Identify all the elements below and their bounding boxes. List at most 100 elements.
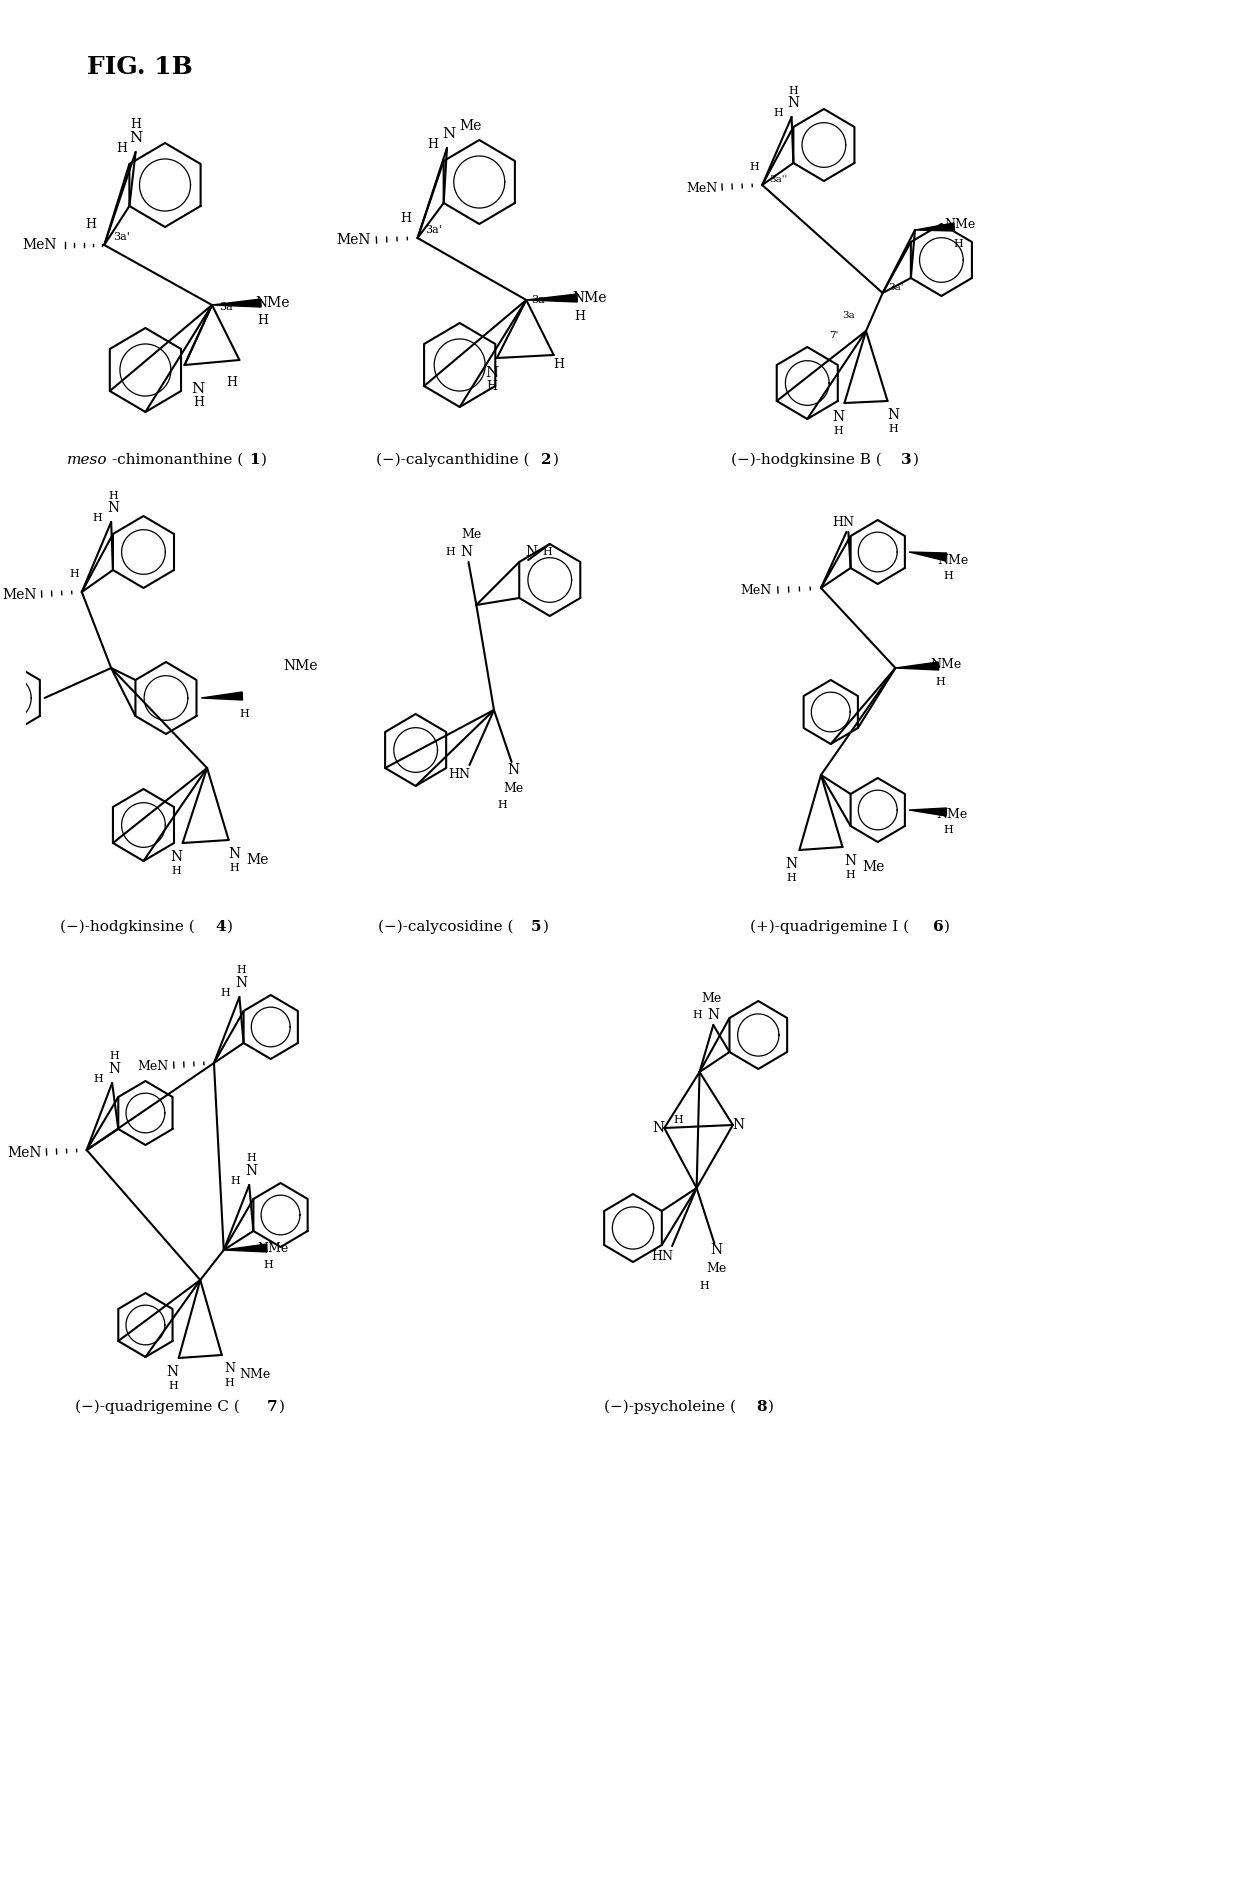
Text: MeN: MeN <box>740 585 773 598</box>
Text: H: H <box>69 570 79 579</box>
Text: ): ) <box>553 453 559 466</box>
Text: ): ) <box>227 921 233 934</box>
Text: MeN: MeN <box>7 1145 42 1161</box>
Text: NMe: NMe <box>936 808 967 821</box>
Text: H: H <box>231 1176 241 1187</box>
Text: N: N <box>166 1364 179 1379</box>
Text: H: H <box>109 1051 119 1060</box>
Text: N: N <box>844 855 857 868</box>
Text: NMe: NMe <box>239 1368 270 1381</box>
Text: H: H <box>224 1378 234 1389</box>
Text: MeN: MeN <box>138 1059 169 1072</box>
Text: H: H <box>786 874 796 883</box>
Text: H: H <box>108 491 118 502</box>
Text: H: H <box>93 1074 103 1083</box>
Text: H: H <box>445 547 455 557</box>
Text: Me: Me <box>461 528 481 542</box>
Text: N: N <box>192 381 205 396</box>
Text: H: H <box>428 138 439 151</box>
Text: H: H <box>935 677 945 687</box>
Text: H: H <box>93 513 103 523</box>
Text: H: H <box>86 219 95 232</box>
Text: H: H <box>833 426 843 436</box>
Text: N: N <box>236 976 248 991</box>
Text: 3a: 3a <box>842 311 854 319</box>
Text: N: N <box>507 762 520 777</box>
Text: N: N <box>707 1008 719 1023</box>
Text: NMe: NMe <box>937 553 968 566</box>
Text: H: H <box>944 572 954 581</box>
Polygon shape <box>201 693 243 700</box>
Text: H: H <box>167 1381 177 1391</box>
Text: (−)-hodgkinsine B (: (−)-hodgkinsine B ( <box>730 453 882 468</box>
Text: N: N <box>228 847 241 860</box>
Text: Me: Me <box>459 119 481 132</box>
Text: (+)-quadrigemine I (: (+)-quadrigemine I ( <box>750 921 910 934</box>
Text: H: H <box>749 162 759 172</box>
Text: NMe: NMe <box>945 219 976 232</box>
Text: Me: Me <box>247 853 269 866</box>
Text: ): ) <box>945 921 950 934</box>
Text: 3a': 3a' <box>425 225 441 236</box>
Text: N: N <box>107 502 119 515</box>
Text: N: N <box>525 545 537 559</box>
Text: Me: Me <box>863 860 885 874</box>
Polygon shape <box>909 808 946 815</box>
Text: ): ) <box>543 921 549 934</box>
Text: N: N <box>733 1117 745 1132</box>
Polygon shape <box>223 1244 267 1251</box>
Text: H: H <box>247 1153 255 1162</box>
Text: MeN: MeN <box>22 238 57 253</box>
Text: 1: 1 <box>249 453 260 466</box>
Text: H: H <box>773 108 782 119</box>
Text: 8: 8 <box>756 1400 768 1413</box>
Text: (−)-hodgkinsine (: (−)-hodgkinsine ( <box>61 921 195 934</box>
Text: N: N <box>224 1362 236 1376</box>
Polygon shape <box>526 294 578 302</box>
Text: meso: meso <box>67 453 108 466</box>
Text: H: H <box>258 315 268 328</box>
Text: MeN: MeN <box>686 181 717 194</box>
Text: (−)-calycanthidine (: (−)-calycanthidine ( <box>377 453 529 468</box>
Text: ): ) <box>279 1400 284 1413</box>
Text: N: N <box>460 545 472 559</box>
Text: H: H <box>221 989 231 998</box>
Text: H: H <box>954 240 963 249</box>
Text: NMe: NMe <box>573 291 608 306</box>
Text: (−)-calycosidine (: (−)-calycosidine ( <box>378 921 513 934</box>
Text: N: N <box>246 1164 257 1177</box>
Text: N: N <box>652 1121 665 1134</box>
Text: 7': 7' <box>830 330 838 340</box>
Text: Me: Me <box>503 781 523 794</box>
Text: ): ) <box>768 1400 774 1413</box>
Text: 3a': 3a' <box>114 232 130 242</box>
Text: 3: 3 <box>901 453 911 466</box>
Text: H: H <box>117 142 128 155</box>
Text: 3a: 3a <box>218 302 233 311</box>
Text: FIG. 1B: FIG. 1B <box>87 55 192 79</box>
Text: N: N <box>785 857 797 872</box>
Text: ): ) <box>913 453 919 466</box>
Text: N: N <box>485 366 498 379</box>
Text: HN: HN <box>449 768 471 781</box>
Text: 5: 5 <box>531 921 542 934</box>
Text: H: H <box>226 376 237 389</box>
Text: N: N <box>171 849 182 864</box>
Text: H: H <box>497 800 507 810</box>
Text: MeN: MeN <box>2 589 37 602</box>
Text: HN: HN <box>832 515 854 528</box>
Polygon shape <box>895 662 939 670</box>
Text: (−)-psycholeine (: (−)-psycholeine ( <box>604 1400 735 1415</box>
Text: H: H <box>574 309 585 323</box>
Text: 7: 7 <box>267 1400 278 1413</box>
Text: H: H <box>130 119 141 132</box>
Text: Me: Me <box>706 1262 727 1274</box>
Text: H: H <box>172 866 181 876</box>
Text: H: H <box>699 1281 709 1291</box>
Polygon shape <box>212 298 262 308</box>
Text: H: H <box>237 964 247 976</box>
Text: N: N <box>787 96 800 109</box>
Text: H: H <box>542 547 552 557</box>
Text: NMe: NMe <box>931 657 962 670</box>
Text: 6: 6 <box>932 921 944 934</box>
